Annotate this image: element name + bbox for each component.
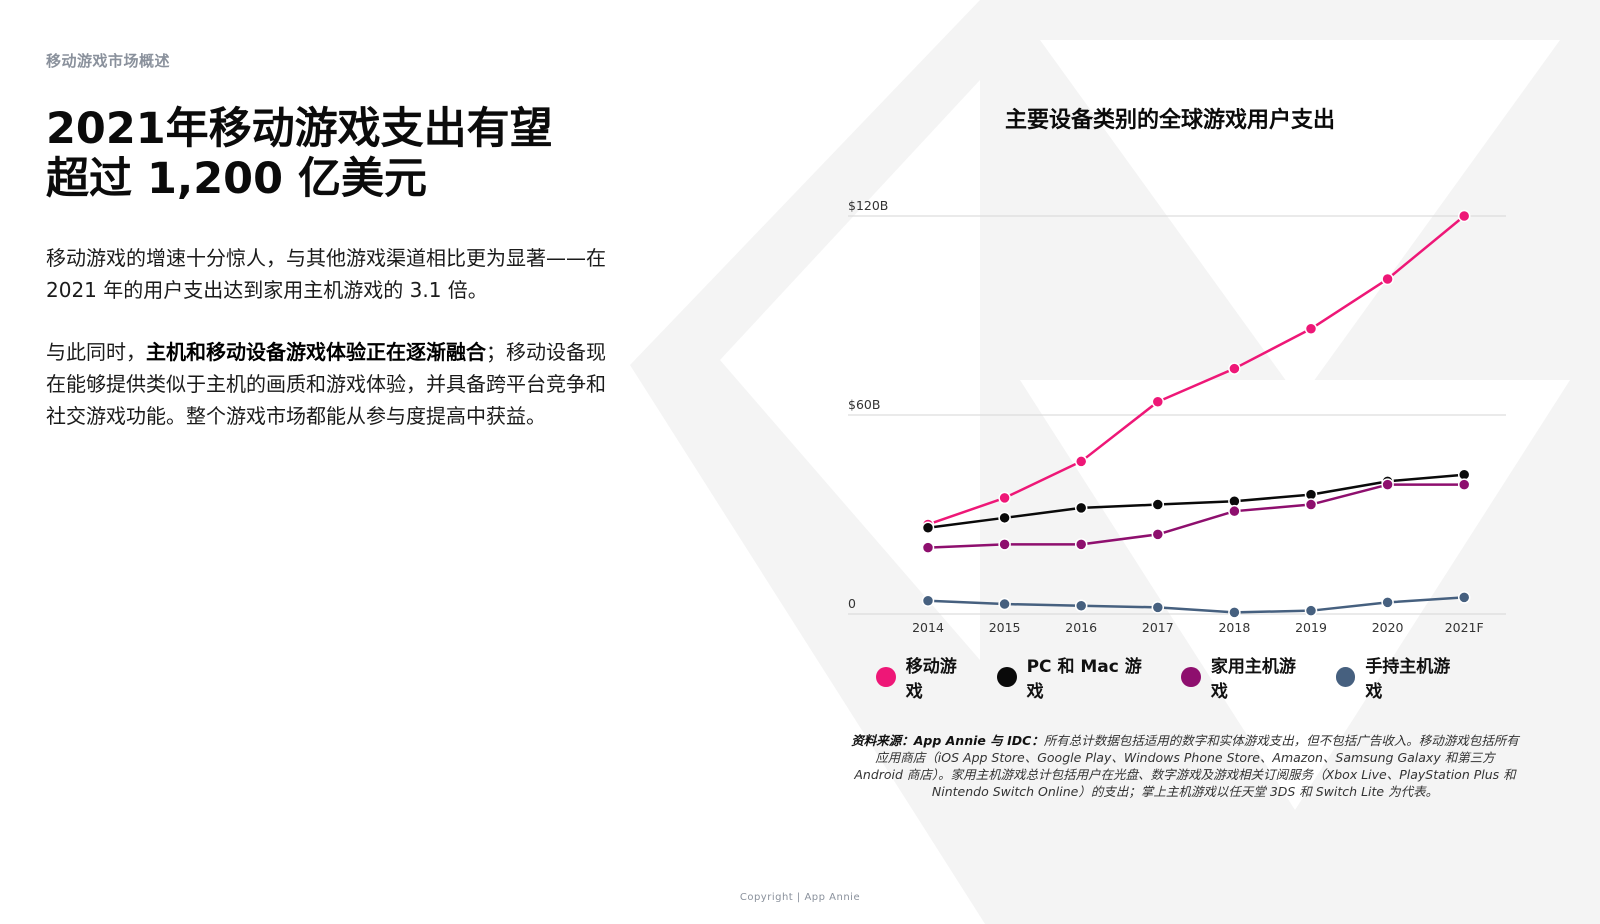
x-tick-label: 2017 xyxy=(1142,620,1174,635)
convergence-paragraph: 与此同时，主机和移动设备游戏体验正在逐渐融合；移动设备现在能够提供类似于主机的画… xyxy=(46,336,606,432)
data-point xyxy=(1151,498,1165,511)
data-point xyxy=(1151,395,1165,408)
legend-item-0: 移动游戏 xyxy=(876,652,973,702)
copyright: Copyright | App Annie xyxy=(739,892,861,903)
convergence-suffix: ；移动设备现在能够提供类似于主机的画质和游戏体验，并具备跨平台竞争和社交游戏功能… xyxy=(46,340,606,428)
y-tick-label: $60B xyxy=(848,397,880,412)
data-point xyxy=(1381,596,1394,609)
data-point xyxy=(1457,209,1471,223)
x-tick-label: 2020 xyxy=(1372,620,1404,635)
data-point xyxy=(1074,455,1088,468)
data-point xyxy=(998,538,1011,551)
data-point xyxy=(1074,538,1088,551)
series-line xyxy=(927,215,1465,526)
legend-label: 家用主机游戏 xyxy=(1210,657,1296,702)
series-line xyxy=(927,483,1465,549)
chart-title: 主要设备类别的全球游戏用户支出 xyxy=(1004,108,1335,133)
data-point xyxy=(1074,599,1088,612)
x-tick-label: 2015 xyxy=(989,620,1021,635)
x-tick-label: 2019 xyxy=(1295,620,1327,635)
intro-paragraph: 移动游戏的增速十分惊人，与其他游戏渠道相比更为显著——在 2021 年的用户支出… xyxy=(46,246,606,302)
data-point xyxy=(1381,478,1394,491)
series-3 xyxy=(921,591,1471,619)
data-point xyxy=(1074,501,1088,515)
x-axis-labels: 2014 2015 2016 2017 2018 2019 2020 2021F xyxy=(912,620,1484,635)
legend-swatch xyxy=(876,667,896,687)
data-point xyxy=(1228,504,1241,518)
legend-item-1: PC 和 Mac 游戏 xyxy=(996,652,1157,702)
legend-label: 移动游戏 xyxy=(905,657,957,702)
source-text: 所有总计数据包括适用的数字和实体游戏支出，但不包括广告收入。移动游戏包括所有应用… xyxy=(854,733,1519,799)
data-point xyxy=(1304,322,1318,336)
data-point xyxy=(1304,604,1318,617)
legend-label: 手持主机游戏 xyxy=(1365,657,1451,702)
convergence-emphasis: 主机和移动设备游戏体验正在逐渐融合 xyxy=(146,340,486,364)
series-2 xyxy=(921,478,1471,554)
series-line xyxy=(927,473,1465,530)
data-point xyxy=(921,521,935,535)
legend-label: PC 和 Mac 游戏 xyxy=(1026,657,1142,702)
data-point xyxy=(921,594,935,607)
source-label: 资料来源：App Annie 与 IDC： xyxy=(851,733,1044,748)
data-point xyxy=(1457,478,1471,491)
data-point xyxy=(1151,601,1165,614)
x-tick-label: 2021F xyxy=(1445,620,1484,635)
page-title-line-2: 超过 1,200 亿美元 xyxy=(46,154,427,204)
legend-swatch xyxy=(996,667,1017,687)
page-title-line-1: 2021年移动游戏支出有望 xyxy=(46,104,553,154)
data-point xyxy=(998,491,1011,505)
chart-legend: 移动游戏 PC 和 Mac 游戏 家用主机游戏 手持主机游戏 xyxy=(876,652,1476,702)
x-tick-label: 2018 xyxy=(1218,620,1250,635)
grid-layer: 0 $60B $120B xyxy=(848,198,1506,615)
series-layer xyxy=(921,209,1471,619)
legend-swatch xyxy=(1181,667,1201,687)
data-point xyxy=(1304,498,1318,511)
data-point xyxy=(1228,606,1241,619)
data-point xyxy=(1151,528,1165,541)
legend-swatch xyxy=(1335,667,1356,687)
x-tick-label: 2016 xyxy=(1065,620,1097,635)
data-point xyxy=(1228,362,1241,375)
section-label: 移动游戏市场概述 xyxy=(46,52,171,70)
page-title: 2021年移动游戏支出有望 超过 1,200 亿美元 xyxy=(46,104,646,204)
data-point xyxy=(1457,591,1471,604)
data-point xyxy=(921,541,935,554)
data-point xyxy=(1381,272,1394,286)
data-point xyxy=(998,511,1011,525)
y-tick-label: 0 xyxy=(848,596,856,611)
x-tick-label: 2014 xyxy=(912,620,944,635)
y-tick-label: $120B xyxy=(848,198,888,213)
data-point xyxy=(998,597,1011,611)
series-line xyxy=(927,596,1465,614)
source-note: 资料来源：App Annie 与 IDC：所有总计数据包括适用的数字和实体游戏支… xyxy=(850,732,1520,800)
legend-item-3: 手持主机游戏 xyxy=(1335,652,1466,702)
convergence-prefix: 与此同时， xyxy=(46,340,146,364)
legend-item-2: 家用主机游戏 xyxy=(1181,652,1311,702)
